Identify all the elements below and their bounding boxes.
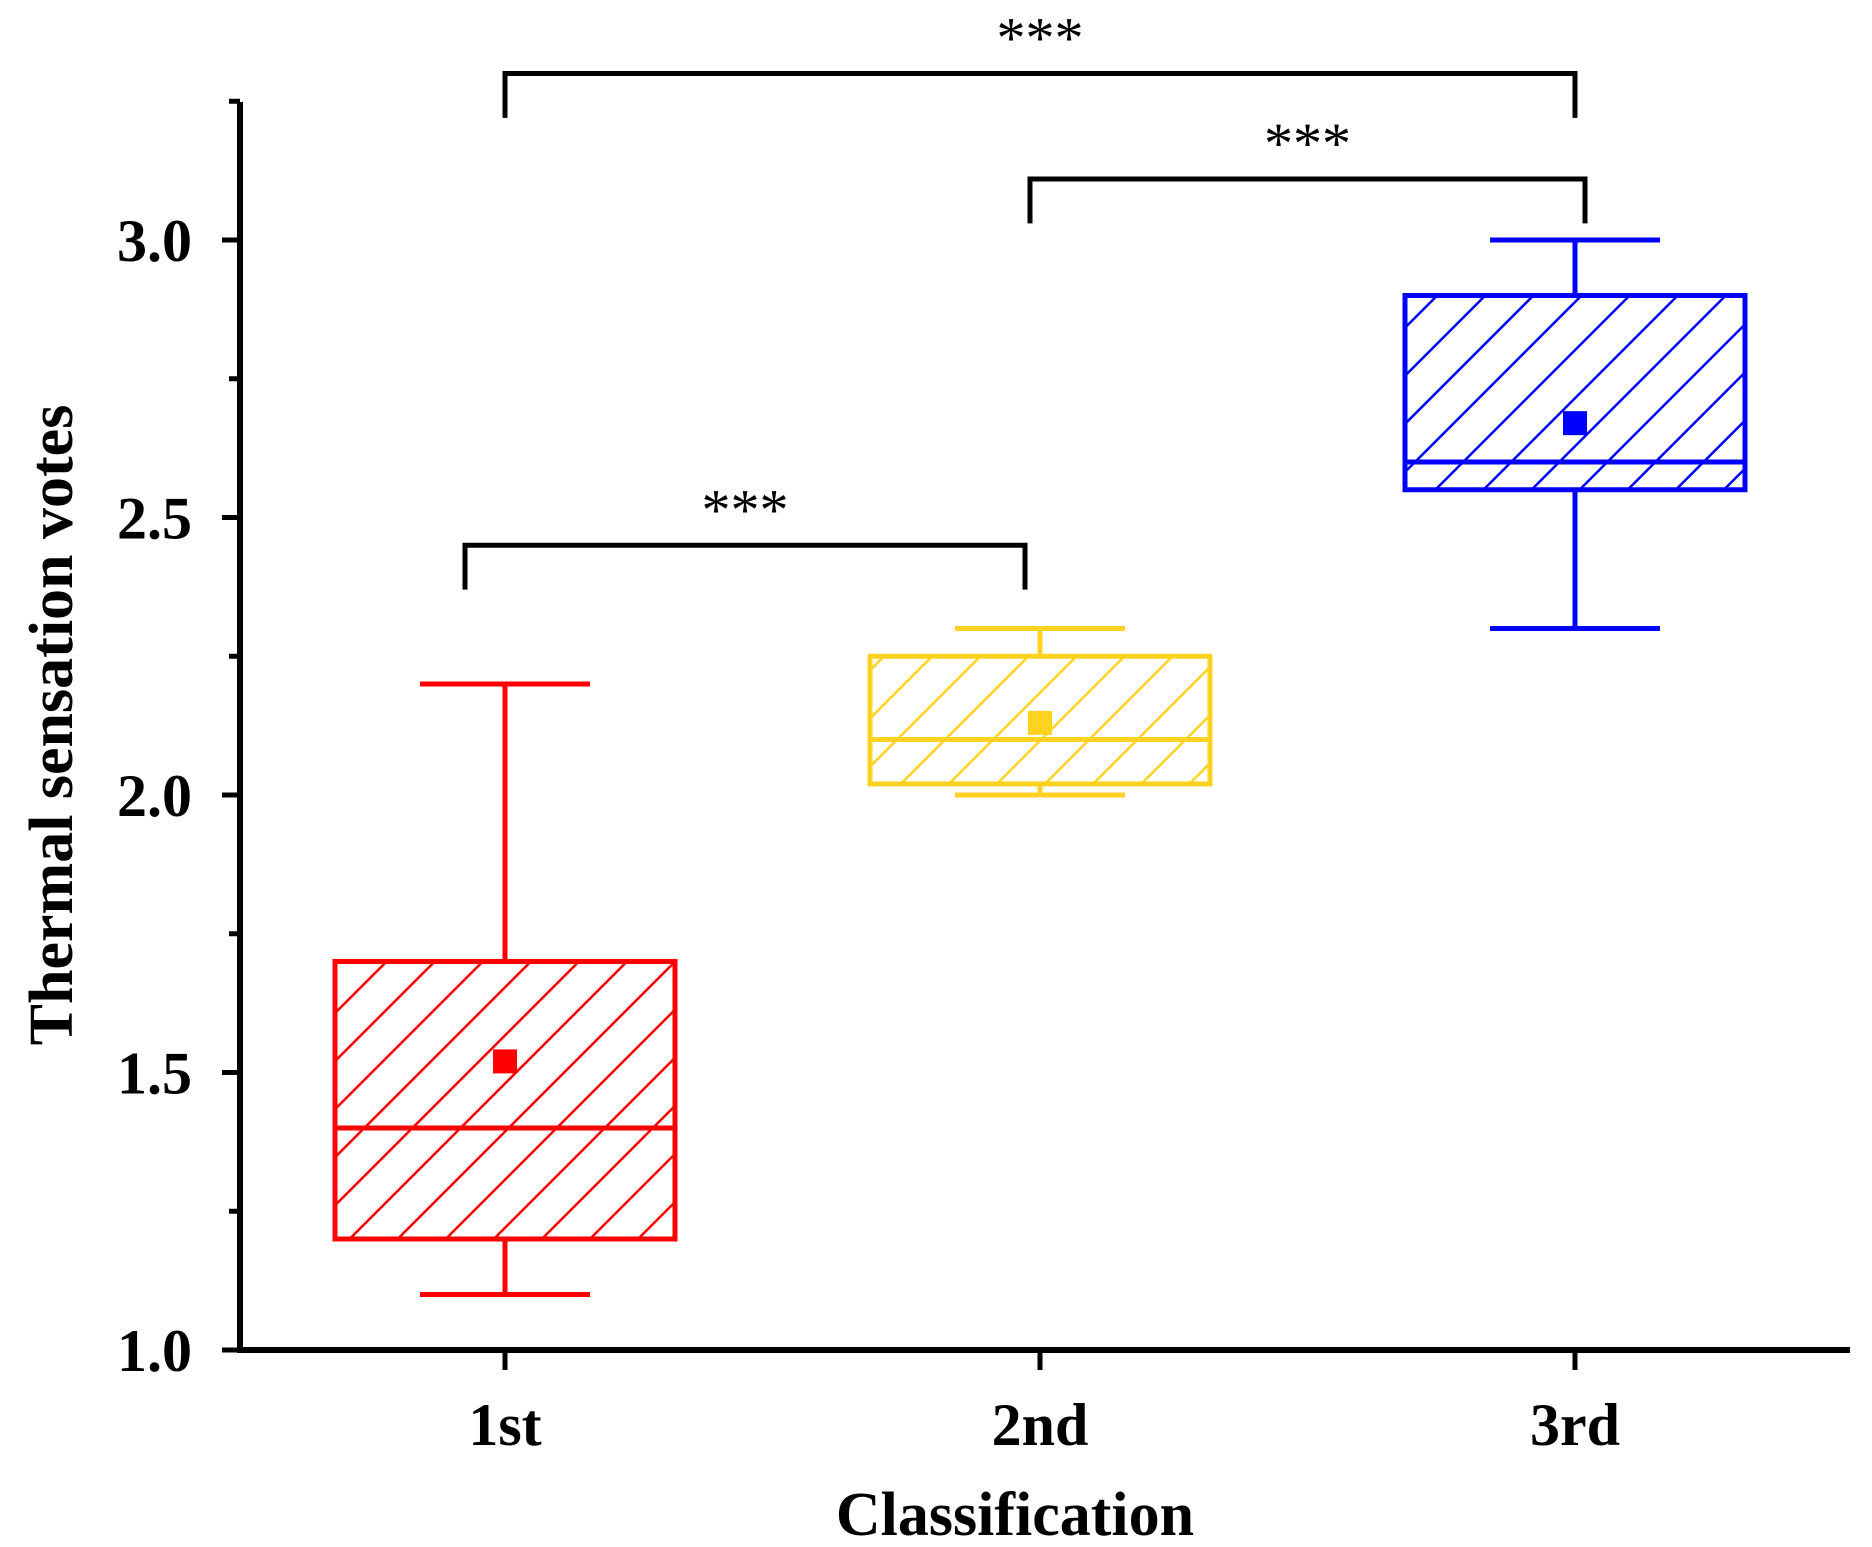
mean-marker — [1563, 411, 1587, 436]
x-axis-ticks: 1st 2nd 3rd — [468, 1350, 1620, 1458]
significance-annotations: *** *** *** — [462, 6, 1588, 590]
iqr-box — [1402, 293, 1748, 493]
mean-marker — [1028, 710, 1052, 735]
x-tick-label: 1st — [468, 1392, 541, 1458]
x-tick-label: 2nd — [992, 1392, 1089, 1458]
plot-area — [332, 237, 1748, 1297]
bracket-line — [1027, 176, 1588, 224]
y-tick-label: 2.5 — [117, 486, 192, 552]
sig-bracket-1st-2nd: *** — [462, 477, 1028, 590]
box-1st — [332, 681, 678, 1297]
iqr-box — [867, 653, 1213, 787]
sig-label: *** — [997, 6, 1084, 71]
y-tick-label: 2.0 — [117, 763, 192, 829]
box-2nd — [867, 626, 1213, 798]
y-tick-label: 1.0 — [117, 1318, 192, 1384]
mean-marker — [493, 1049, 517, 1074]
y-axis-ticks: 1.0 1.5 2.0 2.5 3.0 — [117, 98, 240, 1384]
box-3rd — [1402, 237, 1748, 631]
sig-bracket-1st-3rd: *** — [502, 6, 1578, 118]
y-tick-label: 1.5 — [117, 1041, 192, 1107]
x-tick-label: 3rd — [1530, 1392, 1620, 1458]
sig-bracket-2nd-3rd: *** — [1027, 111, 1588, 224]
x-axis-title: Classification — [836, 1481, 1194, 1547]
y-tick-label: 3.0 — [117, 208, 192, 274]
y-axis-title: Thermal sensation votes — [18, 405, 86, 1046]
iqr-box — [332, 959, 678, 1242]
sig-label: *** — [1264, 111, 1351, 176]
bracket-line — [502, 71, 1578, 118]
sig-label: *** — [702, 477, 789, 542]
bracket-line — [462, 542, 1028, 590]
